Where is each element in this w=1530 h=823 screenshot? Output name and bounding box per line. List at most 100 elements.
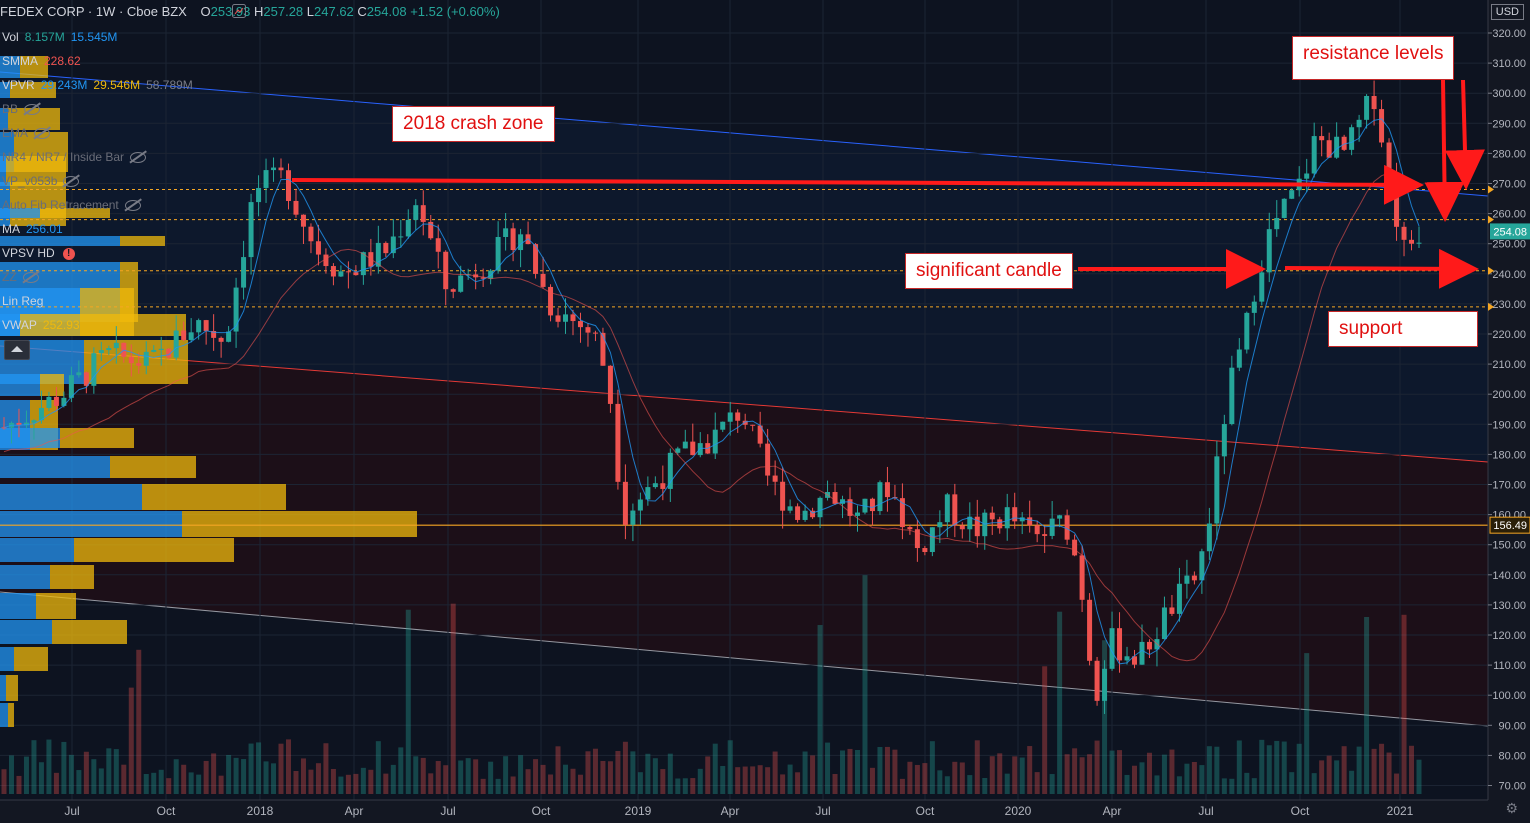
candle-body [360, 252, 366, 276]
candle-body [1326, 140, 1332, 158]
vpvr-buy-bar [0, 208, 40, 218]
volume-bar [1266, 745, 1272, 794]
candle-body [802, 510, 808, 520]
legend-vpsv[interactable]: VPSV HD! [2, 246, 75, 260]
volume-bar [196, 774, 202, 794]
candle-body [143, 351, 149, 366]
volume-bar [832, 774, 838, 794]
vpvr-sell-bar [20, 56, 48, 78]
volume-bar [218, 775, 224, 794]
vpvr-buy-bar [0, 82, 10, 98]
volume-bar [263, 761, 269, 794]
candle-body [1221, 424, 1227, 457]
legend-nr[interactable]: NR4 / NR7 / Inside Bar [2, 150, 147, 164]
candle-body [637, 499, 643, 511]
candle-body [233, 287, 239, 332]
volume-bar [690, 778, 696, 794]
volume-bar [458, 760, 464, 794]
vpvr-buy-bar [0, 647, 14, 671]
hidden-eye-icon[interactable] [22, 272, 39, 284]
y-tick-label: 250.00 [1492, 239, 1526, 251]
volume-bar [1176, 776, 1182, 794]
hidden-eye-icon[interactable] [63, 176, 80, 188]
legend-ma[interactable]: MA 256.01 [2, 222, 63, 236]
legend-smma[interactable]: SMMA 228.62 [2, 54, 81, 68]
volume-bar [323, 743, 329, 794]
vpvr-sell-bar [40, 208, 110, 218]
collapse-legend-button[interactable] [4, 340, 30, 360]
volume-bar [1289, 772, 1295, 794]
x-tick-label: 2018 [247, 804, 274, 818]
candle-body [1034, 525, 1040, 535]
hidden-eye-icon[interactable] [24, 104, 41, 116]
volume-bar [750, 766, 756, 794]
legend-vp[interactable]: VP_v053b [2, 174, 80, 188]
volume-bar [1304, 653, 1310, 794]
candle-body [1057, 515, 1063, 519]
candle-body [750, 424, 756, 426]
volume-bar [982, 778, 988, 794]
candle-body [667, 452, 673, 489]
smma-line [3, 172, 1420, 662]
candle-body [151, 349, 157, 352]
candle-body [248, 202, 254, 258]
vpvr-sell-bar [8, 108, 60, 130]
candle-body [398, 236, 404, 238]
candle-body [1049, 518, 1055, 536]
volume-bar [922, 763, 928, 794]
volume-bar [315, 763, 321, 794]
volume-bar [1409, 745, 1415, 794]
volume-bar [1311, 773, 1317, 794]
candle-body [16, 422, 22, 426]
candle-body [263, 170, 269, 188]
y-tick-label: 170.00 [1492, 480, 1526, 492]
volume-bar [300, 758, 306, 794]
currency-button[interactable]: USD [1490, 4, 1524, 20]
volume-bar [907, 761, 913, 794]
legend-vol[interactable]: Vol 8.157M 15.545M [2, 30, 118, 44]
y-tick-label: 110.00 [1493, 660, 1526, 672]
volume-bar [652, 758, 658, 794]
candle-body [1191, 575, 1197, 581]
hidden-eye-icon[interactable] [130, 152, 147, 164]
vpvr-sell-bar [10, 82, 56, 98]
candle-body [405, 219, 411, 237]
volume-bar [1281, 741, 1287, 794]
volume-bar [68, 754, 74, 794]
candle-body [503, 228, 509, 237]
candle-body [1364, 96, 1370, 120]
volume-bar [1274, 740, 1280, 794]
volume-bar [600, 760, 606, 794]
legend-fib[interactable]: Auto Fib Retracement [2, 198, 141, 212]
hidden-eye-icon[interactable] [124, 200, 141, 212]
alert-icon: ! [62, 247, 75, 260]
candle-body [1251, 301, 1257, 313]
hidden-eye-icon[interactable] [34, 128, 51, 140]
candle-body [1019, 517, 1025, 522]
y-tick-label: 230.00 [1492, 299, 1526, 311]
volume-bars [1, 575, 1422, 794]
legend-vpvr[interactable]: VPVR 29.243M 29.546M 58.789M [2, 78, 193, 92]
legend-bb[interactable]: BB [2, 102, 41, 116]
candle-body [974, 516, 980, 537]
vpvr-buy-bar [0, 428, 60, 448]
gear-icon[interactable]: ⚙ [1505, 800, 1518, 816]
candle-body [23, 422, 29, 426]
legend-zz[interactable]: ZZ [2, 270, 39, 284]
compare-icon[interactable] [232, 4, 246, 18]
volume-bar [1034, 772, 1040, 794]
volume-bar [563, 764, 569, 794]
legend-ema[interactable]: EMA [2, 126, 51, 140]
volume-bar [503, 756, 509, 794]
candle-body [218, 337, 224, 342]
volume-bar [974, 740, 980, 794]
legend-linreg[interactable]: Lin Reg [2, 294, 44, 308]
volume-bar [1049, 774, 1055, 794]
volume-bar [1094, 740, 1100, 794]
legend-vwap[interactable]: VWAP 252.93 [2, 318, 80, 332]
candle-body [989, 512, 995, 520]
volume-bar [1012, 756, 1018, 794]
candle-body [353, 272, 359, 276]
candle-body [645, 487, 651, 500]
